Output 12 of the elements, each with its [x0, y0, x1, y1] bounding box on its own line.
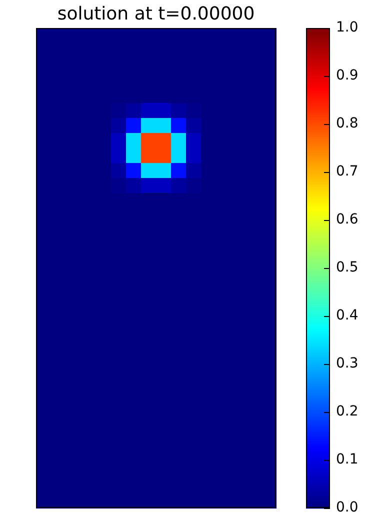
color-bar-label: 0.0 — [336, 500, 358, 516]
color-bar-label: 0.2 — [336, 404, 358, 420]
color-bar-label: 0.7 — [336, 164, 358, 180]
color-bar-label: 0.9 — [336, 68, 358, 84]
color-bar-label: 0.1 — [336, 452, 358, 468]
color-bar-label: 0.3 — [336, 356, 358, 372]
color-bar-label: 0.6 — [336, 212, 358, 228]
color-bar-label: 1.0 — [336, 20, 358, 36]
chart-title: solution at t=0.00000 — [57, 4, 255, 25]
color-bar-label: 0.5 — [336, 260, 358, 276]
color-bar-label: 0.4 — [336, 308, 358, 324]
color-bar-label: 0.8 — [336, 116, 358, 132]
